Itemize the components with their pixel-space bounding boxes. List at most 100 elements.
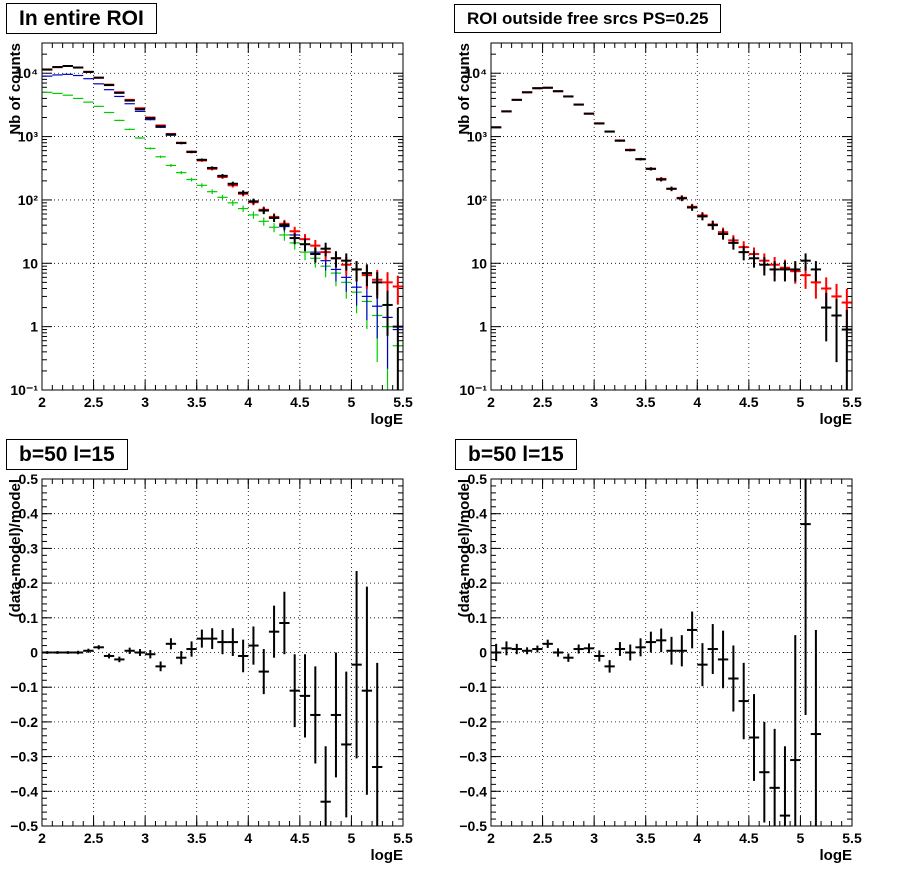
data-point <box>186 641 197 657</box>
data-point <box>635 638 646 657</box>
data-point <box>583 643 595 654</box>
data-point <box>676 635 687 667</box>
y-tick-label: 10⁴ <box>16 65 39 81</box>
data-point <box>145 119 156 121</box>
x-tick-label: 3.5 <box>636 394 656 410</box>
y-tick-label: 0.2 <box>468 575 488 591</box>
data-point <box>176 651 187 665</box>
data-point <box>341 253 352 271</box>
chart-bottom-left: 2 2.5 3 3.5 4 4.5 5 5.5 −0.5 −0.4 −0.3 −0.2 −0.1 0 0.1… <box>7 471 413 864</box>
x-tick-label: 2 <box>487 830 495 846</box>
data-point <box>769 728 780 826</box>
data-point <box>717 229 729 240</box>
x-tick-label: 3 <box>590 394 598 410</box>
data-point <box>491 126 502 129</box>
data-point <box>103 111 115 114</box>
x-tick-label: 4 <box>244 394 252 410</box>
data-point <box>372 662 383 826</box>
data-point <box>279 221 290 230</box>
y-tick-label: 10³ <box>18 129 39 145</box>
x-tick-label: 5.5 <box>393 830 413 846</box>
data-point <box>248 626 259 665</box>
data-point <box>583 112 595 115</box>
data-point <box>759 721 770 823</box>
x-tick-label: 4.5 <box>290 394 310 410</box>
x-tick-label: 3.5 <box>636 830 656 846</box>
data-point <box>372 272 383 299</box>
y-tick-label: −0.1 <box>10 679 38 695</box>
data-point <box>491 643 502 662</box>
data-point <box>279 591 290 655</box>
chart-title: ROI outside free srcs PS=0.25 <box>454 4 722 33</box>
y-tick-label: 10⁻¹ <box>10 382 38 398</box>
data-point <box>310 247 321 263</box>
data-point <box>237 639 249 673</box>
x-tick-label: 5 <box>797 830 805 846</box>
x-tick-label: 2 <box>38 394 46 410</box>
y-tick-label: −0.2 <box>459 714 487 730</box>
x-tick-label: 4 <box>244 830 252 846</box>
data-point <box>645 167 657 171</box>
chart-top-right: 2 2.5 3 3.5 4 4.5 5 5.5 10⁻¹ 1 10 10² 10³ 10⁴ logE Nb o… <box>456 42 862 428</box>
data-point <box>114 656 125 663</box>
data-point <box>330 251 342 268</box>
data-point <box>134 649 146 656</box>
data-point <box>645 631 657 653</box>
data-point <box>790 635 801 826</box>
data-point <box>227 628 238 656</box>
x-tick-label: 5 <box>348 394 356 410</box>
data-point <box>320 746 331 826</box>
data-point <box>145 650 156 659</box>
data-point <box>563 653 574 662</box>
data-point <box>666 636 677 665</box>
data-point <box>625 149 636 152</box>
x-tick-label: 5.5 <box>393 394 413 410</box>
data-point <box>656 628 667 653</box>
x-tick-label: 2.5 <box>533 394 553 410</box>
chart-title: b=50 l=15 <box>6 439 128 470</box>
data-point <box>790 261 801 282</box>
data-point <box>614 139 626 142</box>
pad-bottom-left: 2 2.5 3 3.5 4 4.5 5 5.5 −0.5 −0.4 −0.3 −0.2 −0.1 0 0.1… <box>0 436 449 871</box>
data-point <box>145 147 156 150</box>
data-point <box>310 666 321 764</box>
data-point <box>196 629 208 648</box>
data-point <box>93 105 104 107</box>
y-axis-label: Nb of counts <box>7 43 24 135</box>
data-point <box>299 238 311 252</box>
data-point <box>93 645 104 650</box>
data-point <box>635 157 646 161</box>
x-tick-label: 3 <box>141 394 149 410</box>
data-point <box>800 253 811 271</box>
data-point <box>155 155 166 159</box>
y-tick-label: 10² <box>18 192 39 208</box>
y-tick-label: 10 <box>471 255 487 271</box>
data-point <box>779 261 791 282</box>
y-tick-label: 0.2 <box>19 575 39 591</box>
y-tick-label: 10⁴ <box>465 65 488 81</box>
data-point <box>821 292 832 342</box>
y-tick-label: 0.4 <box>19 506 39 522</box>
data-point <box>779 746 791 826</box>
data-point <box>217 194 228 201</box>
data-point <box>372 291 383 339</box>
plot-frame <box>41 42 404 391</box>
x-tick-label: 3 <box>141 830 149 846</box>
data-point <box>707 624 718 675</box>
chart-title: b=50 l=15 <box>455 439 577 470</box>
data-point <box>656 177 667 182</box>
data-point <box>697 643 708 687</box>
data-point <box>196 158 208 162</box>
data-point <box>279 230 290 241</box>
data-point <box>227 200 238 206</box>
data-point <box>320 242 331 257</box>
data-point <box>625 644 636 661</box>
y-tick-label: 1 <box>479 319 487 335</box>
y-axis-label: (data-model)/model <box>456 479 473 617</box>
data-point <box>532 645 543 653</box>
chart-top-left: 2 2.5 3 3.5 4 4.5 5 5.5 10⁻¹ 1 10 10² 10³ 10⁴ logE Nb o… <box>7 42 413 428</box>
y-tick-label: 0.1 <box>19 610 39 626</box>
data-point <box>289 654 300 728</box>
data-point <box>165 164 177 167</box>
y-tick-label: 0.3 <box>19 540 39 556</box>
